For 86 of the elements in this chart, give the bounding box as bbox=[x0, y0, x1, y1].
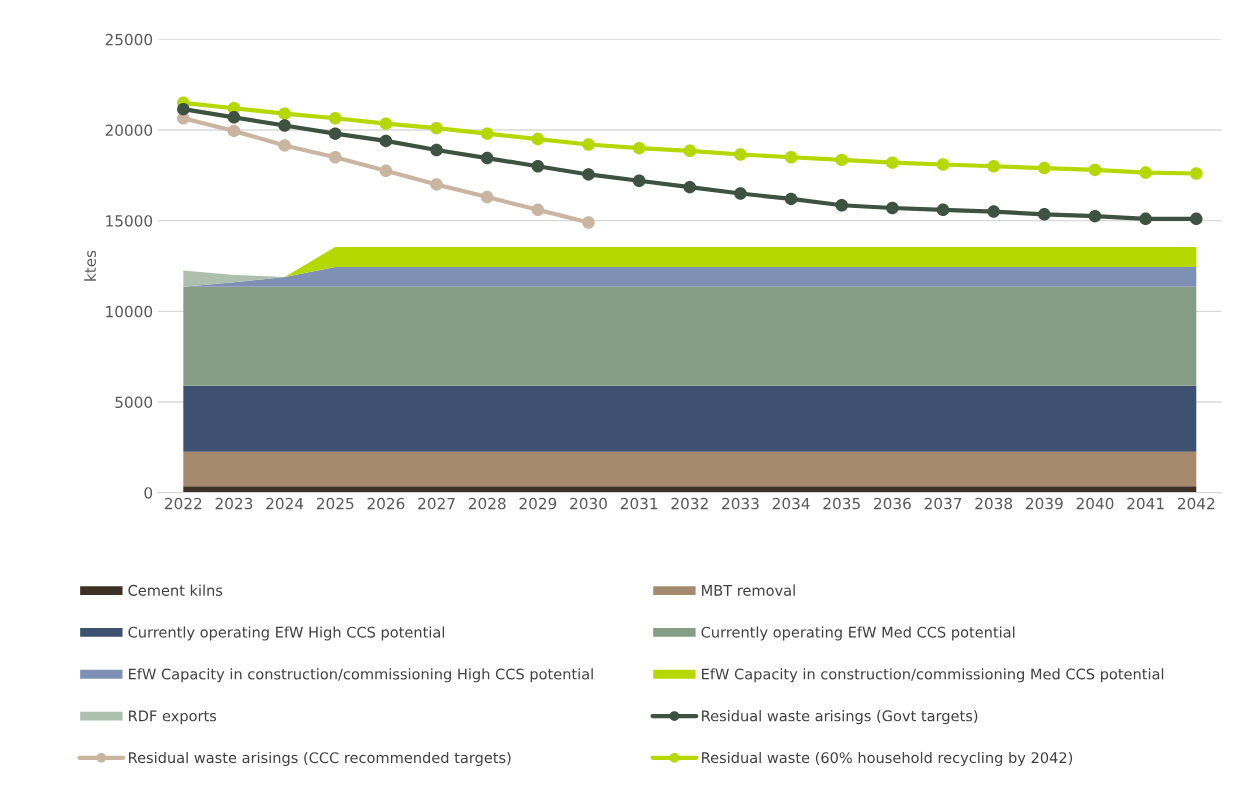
point bbox=[1038, 208, 1051, 221]
x-tick-label: 2034 bbox=[772, 497, 810, 510]
legend-label: Residual waste arisings (Govt targets) bbox=[702, 710, 978, 725]
legend-label: EfW Capacity in construction/commissioning High CCS potential bbox=[129, 668, 593, 683]
x-tick-label: 2035 bbox=[823, 497, 860, 510]
legend-label: Residual waste (60% household recycling by 2042) bbox=[702, 751, 1073, 766]
point bbox=[784, 192, 798, 206]
point bbox=[379, 117, 393, 130]
point bbox=[1190, 167, 1203, 180]
x-tick-label: 2042 bbox=[1177, 497, 1215, 510]
x-tick-label: 2036 bbox=[874, 497, 911, 510]
y-tick-label: 15000 bbox=[106, 215, 153, 227]
point bbox=[278, 107, 291, 120]
y-tick-label: 5000 bbox=[115, 396, 153, 409]
x-tick-label: 2031 bbox=[620, 497, 658, 510]
point bbox=[531, 203, 545, 217]
point bbox=[582, 138, 595, 151]
point bbox=[1088, 209, 1102, 223]
y-axis-title: ktes bbox=[84, 250, 97, 281]
legend-label: EfW Capacity in construction/commissioning Med CCS potential bbox=[702, 668, 1164, 683]
point bbox=[835, 199, 848, 212]
x-tick-label: 2028 bbox=[468, 497, 506, 510]
point bbox=[329, 111, 342, 125]
legend-label: RDF exports bbox=[129, 710, 217, 725]
point bbox=[1139, 166, 1152, 179]
point bbox=[379, 134, 393, 148]
point bbox=[480, 151, 494, 165]
point bbox=[835, 153, 848, 167]
x-tick-label: 2039 bbox=[1026, 497, 1063, 510]
point bbox=[227, 111, 241, 124]
x-tick-label: 2022 bbox=[164, 497, 202, 510]
point bbox=[329, 150, 342, 164]
legend-label: Currently operating EfW Med CCS potential bbox=[701, 626, 1015, 641]
point bbox=[227, 124, 241, 138]
point bbox=[1038, 161, 1051, 175]
point bbox=[582, 168, 595, 181]
y-tick-label: 0 bbox=[144, 487, 153, 499]
point bbox=[582, 216, 595, 229]
x-tick-label: 2040 bbox=[1076, 497, 1114, 510]
point bbox=[683, 144, 697, 158]
x-tick-label: 2023 bbox=[215, 497, 253, 510]
point bbox=[683, 180, 697, 194]
point bbox=[1190, 212, 1203, 226]
y-tick-label: 10000 bbox=[106, 305, 153, 318]
x-tick-label: 2030 bbox=[570, 497, 607, 510]
point bbox=[177, 102, 190, 116]
point bbox=[784, 150, 798, 164]
x-tick-label: 2026 bbox=[367, 497, 405, 510]
x-tick-label: 2041 bbox=[1127, 497, 1164, 510]
y-tick-label: 25000 bbox=[105, 33, 153, 46]
x-tick-label: 2038 bbox=[975, 497, 1013, 510]
point bbox=[430, 143, 443, 157]
point bbox=[987, 205, 1000, 218]
point bbox=[430, 178, 443, 191]
point bbox=[531, 160, 545, 173]
point bbox=[1139, 212, 1152, 226]
legend-label: Currently operating EfW High CCS potential bbox=[128, 626, 444, 641]
y-tick-label: 20000 bbox=[105, 124, 153, 137]
point bbox=[734, 187, 747, 200]
point bbox=[278, 139, 291, 152]
legend-label: Residual waste arisings (CCC recommended targets) bbox=[129, 751, 511, 766]
legend-label: Cement kilns bbox=[128, 584, 223, 596]
point bbox=[936, 203, 950, 217]
point bbox=[329, 127, 342, 140]
x-tick-label: 2029 bbox=[519, 497, 557, 510]
x-tick-label: 2025 bbox=[316, 497, 354, 510]
x-tick-label: 2027 bbox=[418, 497, 455, 510]
point bbox=[379, 164, 393, 178]
point bbox=[987, 160, 1000, 173]
point bbox=[886, 156, 899, 169]
point bbox=[480, 127, 494, 140]
x-tick-label: 2032 bbox=[671, 497, 708, 510]
point bbox=[278, 119, 291, 132]
x-tick-label: 2024 bbox=[266, 497, 304, 510]
x-tick-label: 2033 bbox=[722, 497, 759, 510]
point bbox=[886, 201, 899, 215]
x-tick-label: 2037 bbox=[924, 497, 962, 510]
point bbox=[480, 190, 494, 204]
point bbox=[1088, 163, 1102, 177]
point bbox=[632, 174, 646, 188]
point bbox=[531, 132, 545, 146]
point bbox=[430, 121, 443, 135]
legend-label: MBT removal bbox=[702, 584, 795, 596]
point bbox=[936, 158, 950, 171]
point bbox=[632, 141, 646, 155]
point bbox=[734, 148, 747, 161]
